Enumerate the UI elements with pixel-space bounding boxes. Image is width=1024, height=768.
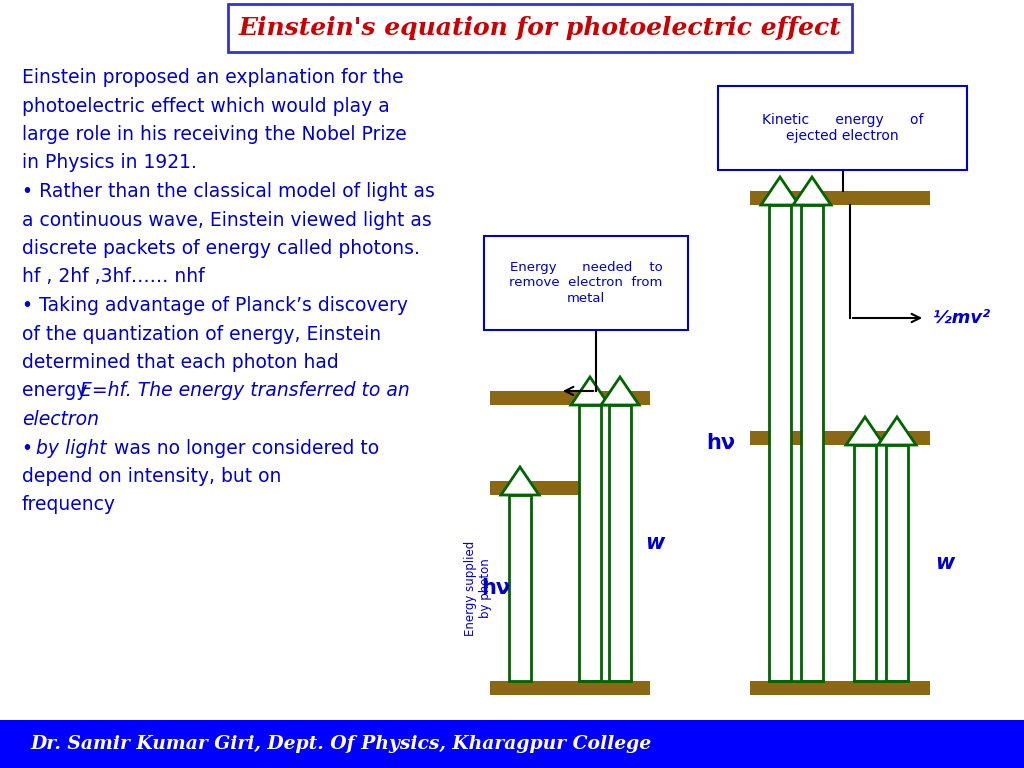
Text: hν: hν <box>706 433 735 453</box>
Text: energy: energy <box>22 382 93 400</box>
Text: Dr. Samir Kumar Giri, Dept. Of Physics, Kharagpur College: Dr. Samir Kumar Giri, Dept. Of Physics, … <box>30 735 651 753</box>
Bar <box>750 431 930 445</box>
Text: hf , 2hf ,3hf…… nhf: hf , 2hf ,3hf…… nhf <box>22 267 205 286</box>
Text: w: w <box>645 533 665 553</box>
Bar <box>854 445 876 681</box>
Polygon shape <box>761 177 799 205</box>
Text: Energy      needed    to
remove  electron  from
metal: Energy needed to remove electron from me… <box>509 261 663 304</box>
Bar <box>0 720 1024 768</box>
Text: ½mv²: ½mv² <box>933 309 990 327</box>
Bar <box>750 681 930 695</box>
Text: •: • <box>22 439 39 458</box>
Text: Energy supplied
by photon: Energy supplied by photon <box>464 541 492 636</box>
Bar <box>750 191 930 205</box>
Text: depend on intensity, but on: depend on intensity, but on <box>22 467 282 486</box>
Bar <box>609 405 631 681</box>
FancyBboxPatch shape <box>718 86 967 170</box>
Text: a continuous wave, Einstein viewed light as: a continuous wave, Einstein viewed light… <box>22 210 432 230</box>
Text: discrete packets of energy called photons.: discrete packets of energy called photon… <box>22 239 420 258</box>
Text: in Physics in 1921.: in Physics in 1921. <box>22 154 197 173</box>
FancyBboxPatch shape <box>228 4 852 52</box>
Text: electron: electron <box>22 410 99 429</box>
Polygon shape <box>793 177 831 205</box>
Text: photoelectric effect which would play a: photoelectric effect which would play a <box>22 97 390 115</box>
Text: w: w <box>935 553 954 573</box>
Text: E=hf. The energy transferred to an: E=hf. The energy transferred to an <box>80 382 410 400</box>
Text: hν: hν <box>481 578 510 598</box>
Text: Kinetic      energy      of
ejected electron: Kinetic energy of ejected electron <box>762 113 924 143</box>
Polygon shape <box>501 467 539 495</box>
Text: of the quantization of energy, Einstein: of the quantization of energy, Einstein <box>22 325 381 343</box>
Polygon shape <box>571 377 609 405</box>
Bar <box>490 391 650 405</box>
Bar <box>579 405 601 681</box>
Bar <box>801 205 823 681</box>
Text: Einstein's equation for photoelectric effect: Einstein's equation for photoelectric ef… <box>239 16 842 40</box>
Text: by light: by light <box>36 439 106 458</box>
Bar <box>769 205 791 681</box>
Polygon shape <box>846 417 884 445</box>
Text: determined that each photon had: determined that each photon had <box>22 353 339 372</box>
Text: • Rather than the classical model of light as: • Rather than the classical model of lig… <box>22 182 435 201</box>
Bar <box>490 481 585 495</box>
Polygon shape <box>601 377 639 405</box>
Bar <box>490 681 650 695</box>
Text: large role in his receiving the Nobel Prize: large role in his receiving the Nobel Pr… <box>22 125 407 144</box>
Bar <box>886 445 908 681</box>
Bar <box>509 495 531 681</box>
Text: was no longer considered to: was no longer considered to <box>108 439 379 458</box>
Text: • Taking advantage of Planck’s discovery: • Taking advantage of Planck’s discovery <box>22 296 408 315</box>
Text: Einstein proposed an explanation for the: Einstein proposed an explanation for the <box>22 68 403 87</box>
Text: frequency: frequency <box>22 495 116 515</box>
Polygon shape <box>878 417 916 445</box>
FancyBboxPatch shape <box>484 236 688 330</box>
